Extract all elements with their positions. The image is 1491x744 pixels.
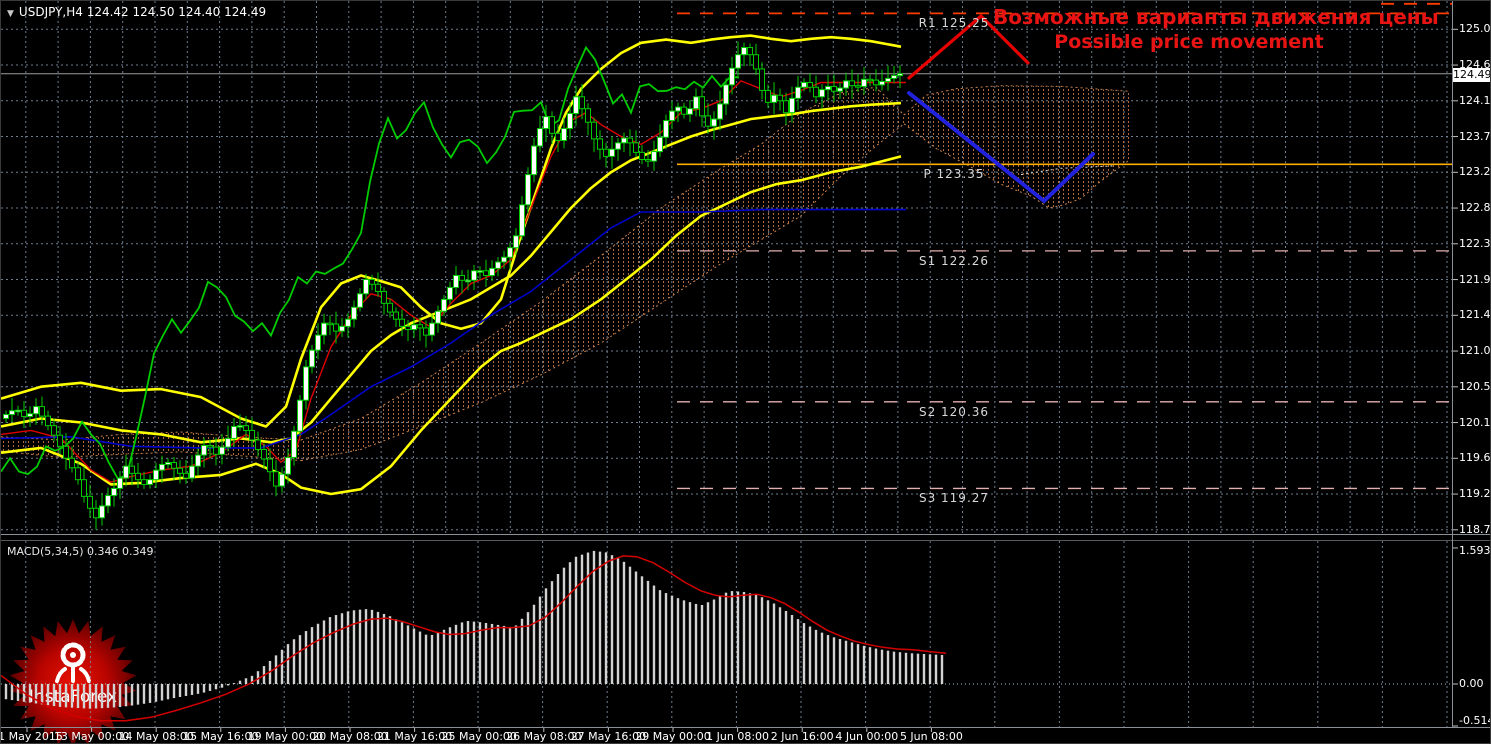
price-tick-label: 121.45 bbox=[1459, 308, 1491, 322]
time-tick-label: 5 Jun 08:00 bbox=[899, 730, 963, 743]
instaforex-gear-icon bbox=[55, 642, 91, 683]
price-tick-label: 120.55 bbox=[1459, 379, 1491, 393]
time-tick-label: 11 May 2015 bbox=[1, 730, 63, 743]
price-tick-label: 121.90 bbox=[1459, 272, 1491, 286]
axis-ticks bbox=[26, 28, 1458, 732]
macd-scale-label: -0.514 bbox=[1459, 714, 1491, 727]
time-tick-label: 21 May 16:00 bbox=[376, 730, 453, 743]
bollinger-upper bbox=[1, 34, 902, 428]
pivot-lines bbox=[677, 2, 1453, 490]
macd-signal-line bbox=[1, 555, 947, 722]
pivot-label-p: P 123.35 bbox=[923, 167, 985, 182]
time-tick-label: 2 Jun 16:00 bbox=[770, 730, 834, 743]
price-tick-label: 123.70 bbox=[1459, 129, 1491, 143]
time-tick-label: 13 May 00:00 bbox=[53, 730, 130, 743]
price-tick-label: 124.15 bbox=[1459, 93, 1491, 107]
price-tick-label: 123.25 bbox=[1459, 165, 1491, 179]
time-tick-label: 4 Jun 00:00 bbox=[835, 730, 899, 743]
time-tick-label: 19 May 00:00 bbox=[247, 730, 324, 743]
pivot-label-s2: S2 120.36 bbox=[918, 404, 990, 419]
price-tick-label: 119.20 bbox=[1459, 487, 1491, 501]
price-tick-label: 119.65 bbox=[1459, 451, 1491, 465]
pivot-label-r1: R1 125.25 bbox=[918, 16, 990, 31]
instaforex-logo: InstaForex bbox=[9, 619, 137, 743]
time-tick-label: 26 May 08:00 bbox=[506, 730, 582, 743]
price-tick-label: 125.05 bbox=[1459, 22, 1491, 36]
macd-histogram bbox=[4, 550, 944, 709]
symbol-dropdown-icon[interactable]: ▼ bbox=[7, 9, 14, 19]
annotation-text-ru: Возможные варианты движения цены bbox=[993, 5, 1439, 29]
time-tick-label: 14 May 08:00 bbox=[118, 730, 194, 743]
pivot-label-s3: S3 119.27 bbox=[918, 491, 990, 506]
annotation-text-en: Possible price movement bbox=[1054, 31, 1324, 53]
price-tick-label: 122.80 bbox=[1459, 201, 1491, 215]
forecast-down-line bbox=[907, 91, 1095, 204]
panel-separators bbox=[1, 1, 1490, 728]
symbol-title-text: USDJPY,H4 124.42 124.50 124.40 124.49 bbox=[18, 5, 267, 19]
candles bbox=[3, 41, 903, 530]
price-tick-label: 121.00 bbox=[1459, 344, 1491, 358]
symbol-title[interactable]: ▼ USDJPY,H4 124.42 124.50 124.40 124.49 bbox=[7, 5, 266, 19]
time-tick-label: 29 May 00:00 bbox=[635, 730, 711, 743]
current-price-tag: 124.49 bbox=[1453, 68, 1491, 82]
time-tick-label: 15 May 16:00 bbox=[183, 730, 259, 743]
price-tick-label: 120.10 bbox=[1459, 415, 1491, 429]
price-tick-label: 124.60 bbox=[1459, 58, 1491, 72]
macd-scale-label: 0.00 bbox=[1459, 677, 1484, 690]
time-tick-label: 25 May 00:00 bbox=[441, 730, 517, 743]
time-tick-label: 20 May 08:00 bbox=[312, 730, 388, 743]
forecast-up-line bbox=[907, 13, 1030, 80]
time-tick-label: 27 May 16:00 bbox=[570, 730, 647, 743]
macd-scale-label: 1.593 bbox=[1459, 544, 1491, 557]
price-tick-label: 122.35 bbox=[1459, 236, 1491, 250]
time-tick-label: 1 Jun 08:00 bbox=[706, 730, 770, 743]
macd-indicator-label: MACD(5,34,5) 0.346 0.349 bbox=[7, 545, 154, 558]
pivot-label-s1: S1 122.26 bbox=[918, 253, 990, 268]
senkou-span-a-future bbox=[1020, 165, 1115, 176]
price-tick-label: 118.75 bbox=[1459, 522, 1491, 536]
